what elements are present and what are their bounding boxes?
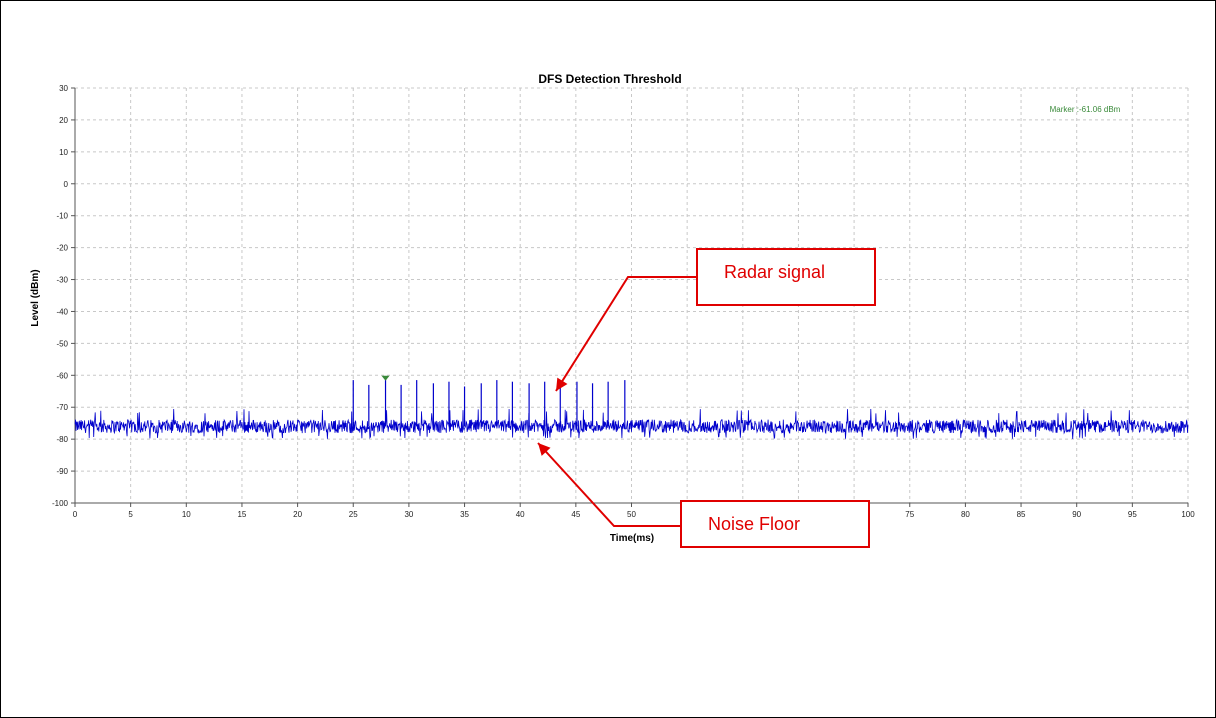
x-axis-ticks: 0510152025303540455055606570758085909510… [73, 503, 1195, 519]
y-tick-label: -10 [56, 212, 68, 221]
y-axis-label: Level (dBm) [30, 269, 41, 326]
y-tick-label: -50 [56, 339, 68, 348]
y-tick-label: -80 [56, 435, 68, 444]
x-tick-label: 85 [1017, 510, 1026, 519]
x-tick-label: 40 [516, 510, 525, 519]
noise-trace [74, 408, 1189, 440]
x-tick-label: 35 [460, 510, 469, 519]
x-tick-label: 100 [1181, 510, 1195, 519]
x-tick-label: 95 [1128, 510, 1137, 519]
grid-lines [75, 87, 1189, 503]
y-tick-label: -30 [56, 276, 68, 285]
x-axis-label: Time(ms) [610, 533, 654, 544]
x-tick-label: 25 [349, 510, 358, 519]
y-tick-label: -40 [56, 307, 68, 316]
series-group [74, 375, 1189, 440]
y-tick-label: 10 [59, 148, 68, 157]
x-tick-label: 15 [237, 510, 246, 519]
x-tick-label: 90 [1072, 510, 1081, 519]
noise-floor-label: Noise Floor [708, 514, 801, 534]
noise-floor-callout: Noise Floor [680, 500, 870, 548]
y-tick-label: -20 [56, 244, 68, 253]
y-tick-label: 0 [64, 180, 69, 189]
x-tick-label: 50 [627, 510, 636, 519]
x-tick-label: 10 [182, 510, 191, 519]
chart-title: DFS Detection Threshold [538, 72, 681, 86]
y-tick-label: 20 [59, 116, 68, 125]
y-tick-label: -60 [56, 371, 68, 380]
radar-signal-callout: Radar signal [696, 248, 876, 306]
noise-floor-arrow [537, 442, 680, 527]
x-tick-label: 30 [404, 510, 413, 519]
x-tick-label: 0 [73, 510, 78, 519]
y-tick-label: 30 [59, 84, 68, 93]
annotation-arrows [537, 276, 696, 527]
y-tick-label: -70 [56, 403, 68, 412]
x-tick-label: 20 [293, 510, 302, 519]
marker-readout: Marker :-61.06 dBm [1050, 105, 1121, 114]
y-tick-label: -100 [52, 499, 69, 508]
y-tick-label: -90 [56, 467, 68, 476]
marker-icon [381, 375, 390, 381]
x-tick-label: 75 [905, 510, 914, 519]
x-tick-label: 80 [961, 510, 970, 519]
x-tick-label: 5 [128, 510, 133, 519]
radar-signal-arrow [555, 276, 696, 392]
y-axis-ticks: 30 20 10 0 -10 -20 -30 -40 -50 -60 -70 -80 -90 -100 [52, 84, 75, 508]
x-tick-label: 45 [571, 510, 580, 519]
radar-signal-label: Radar signal [724, 262, 826, 282]
